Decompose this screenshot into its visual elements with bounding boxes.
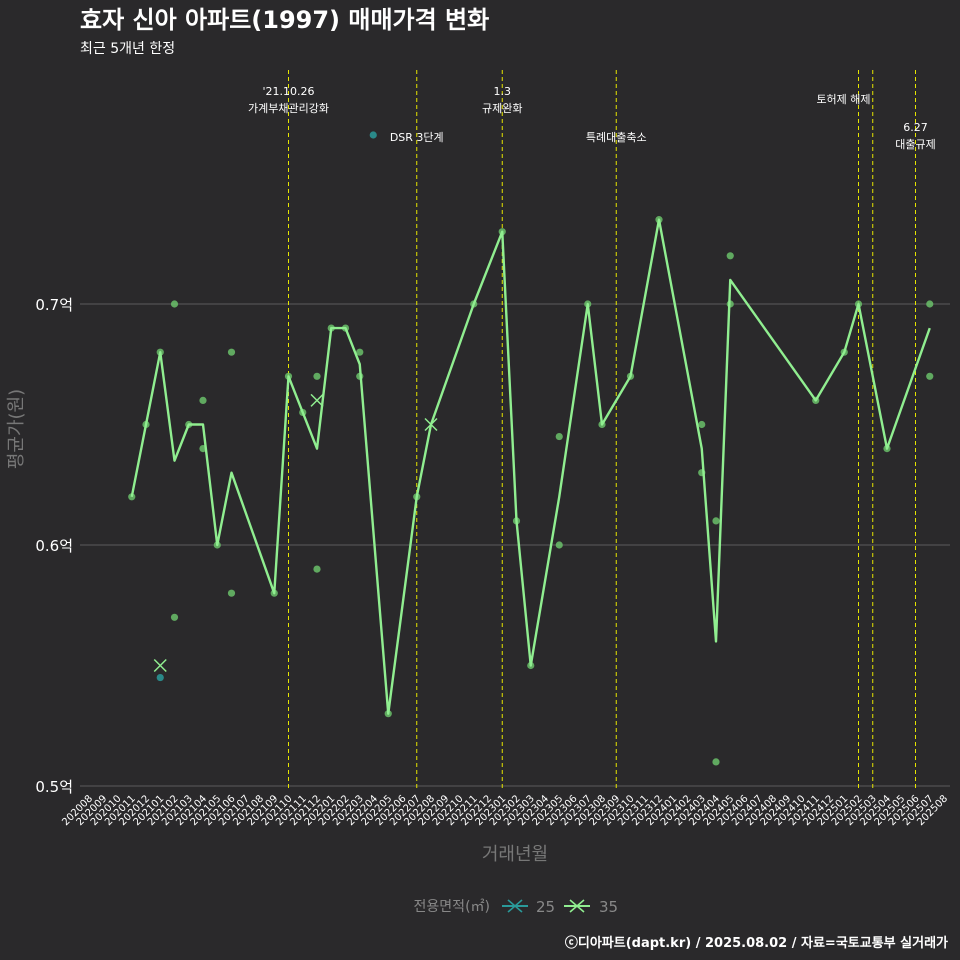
cross-marker-35	[310, 393, 324, 407]
legend-item-35: 35	[564, 898, 618, 916]
legend-cross-35	[569, 899, 585, 913]
legend-item-25: 25	[502, 898, 555, 916]
y-gridlines	[80, 303, 950, 787]
point-35	[555, 541, 563, 549]
point-35	[356, 348, 364, 356]
event-label: 6.27	[903, 121, 928, 134]
cross-markers	[153, 393, 438, 673]
event-point-25	[369, 131, 377, 139]
point-25	[156, 673, 164, 682]
chart-subtitle: 최근 5개년 한정	[80, 41, 175, 57]
point-35	[313, 565, 321, 573]
legend-title: 전용면적(㎡)	[414, 899, 490, 915]
event-label: DSR 3단계	[390, 131, 444, 144]
event-label: 토허제 해제	[816, 92, 870, 106]
event-label: '21.10.26	[262, 85, 314, 98]
event-label: 가계부채관리강화	[248, 102, 329, 115]
point-35	[712, 517, 720, 525]
point-35	[313, 372, 321, 380]
point-35	[555, 432, 563, 441]
y-tick-label: 0.6억	[35, 537, 73, 555]
point-35	[926, 300, 934, 308]
y-tick-labels: 0.5억 0.6억 0.7억	[35, 296, 73, 796]
y-tick-label: 0.5억	[35, 778, 73, 796]
y-axis-label: 평균가(원)	[6, 389, 27, 469]
point-35	[698, 420, 706, 429]
cross-marker-35	[153, 658, 167, 673]
point-35	[726, 252, 734, 260]
legend-cross-25	[507, 899, 523, 913]
x-axis-label: 거래년월	[482, 844, 548, 865]
legend: 전용면적(㎡) 25 35	[414, 898, 619, 916]
point-35	[227, 348, 236, 356]
point-35	[926, 372, 934, 380]
point-35	[199, 396, 207, 404]
plot-panel	[80, 70, 950, 788]
legend-label-35: 35	[599, 898, 618, 916]
event-label: 규제완화	[482, 102, 522, 115]
point-35	[170, 613, 179, 621]
footer-credit: ⓒ디아파트(dapt.kr) / 2025.08.02 / 자료=국토교통부 실…	[565, 935, 948, 951]
point-35	[227, 589, 236, 597]
point-35	[712, 758, 720, 766]
cross-marker-35	[424, 417, 438, 432]
event-label: 1.3	[494, 85, 512, 98]
point-35	[170, 300, 179, 308]
chart-title: 효자 신아 아파트(1997) 매매가격 변화	[80, 6, 489, 34]
event-label: 특례대출축소	[586, 131, 647, 144]
legend-label-25: 25	[536, 898, 555, 916]
event-label: 대출규제	[895, 138, 935, 151]
y-tick-label: 0.7억	[35, 296, 73, 314]
